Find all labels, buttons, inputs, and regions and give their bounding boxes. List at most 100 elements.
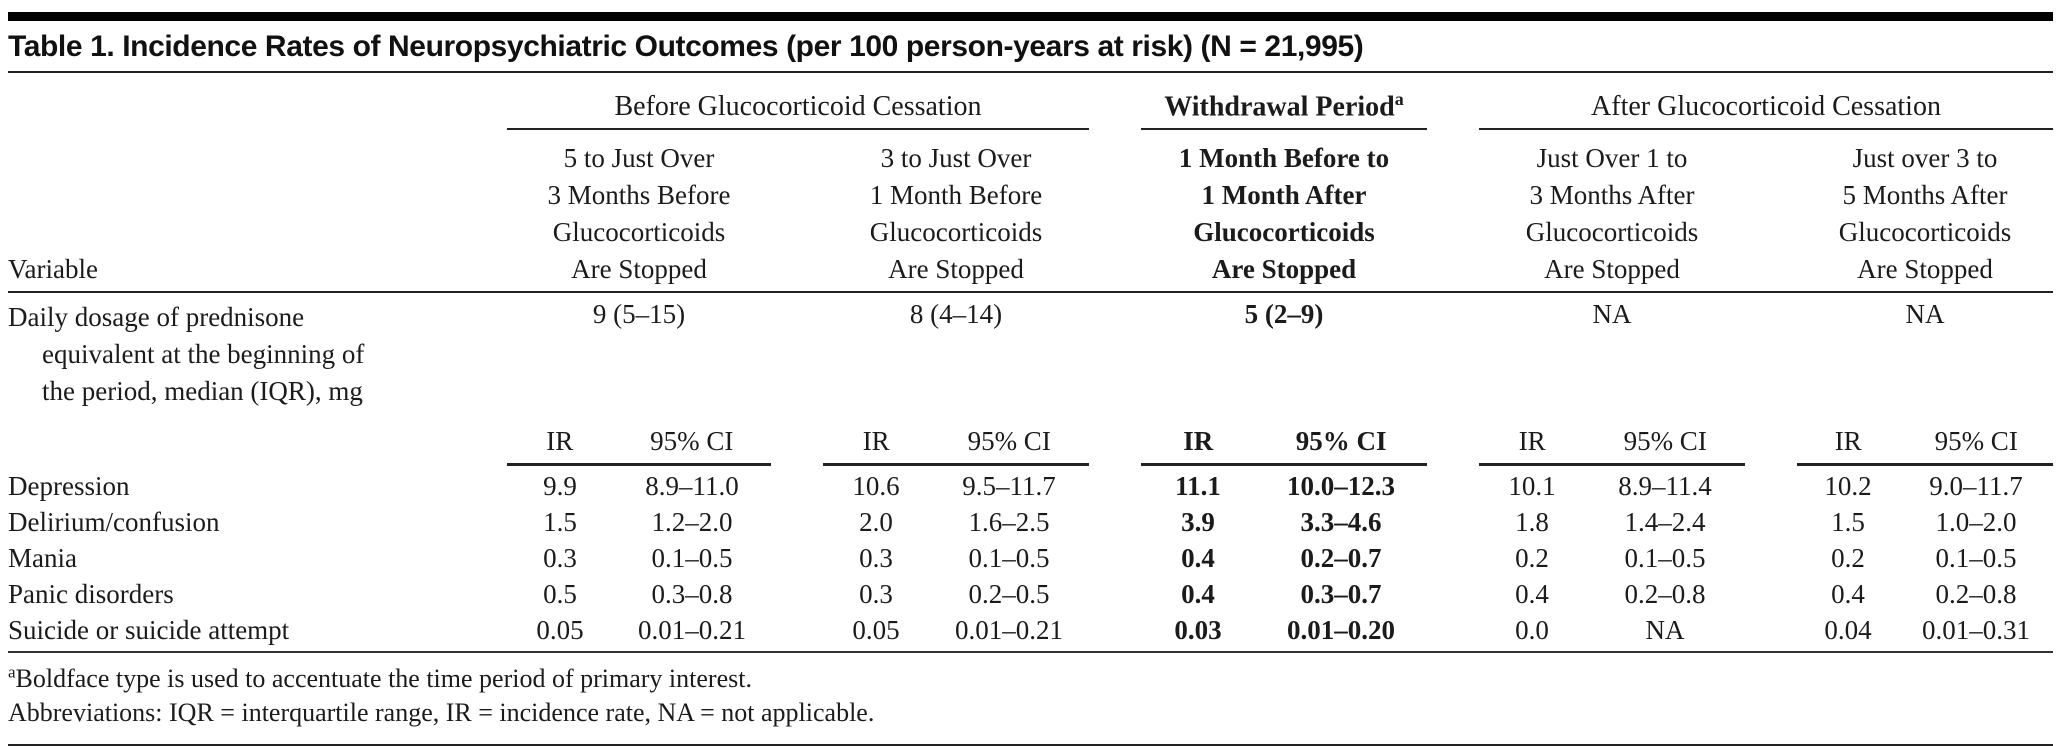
- period-header-withdrawal: 1 Month Before to 1 Month After Glucocor…: [1178, 143, 1390, 285]
- ir-value: 0.05: [536, 615, 584, 646]
- footnote-marker-a: a: [1394, 89, 1404, 109]
- ir-value: 0.2: [1831, 543, 1865, 574]
- ci-value: 0.3–0.8: [651, 579, 733, 610]
- ci-value: 9.0–11.7: [1929, 471, 2023, 502]
- ir-value-withdrawal: 0.03: [1174, 615, 1222, 646]
- ir-value: 1.8: [1515, 507, 1549, 538]
- ir-value: 9.9: [543, 471, 577, 502]
- dosage-row-label: Daily dosage of prednisone equivalent at…: [8, 302, 365, 407]
- ir-value: 2.0: [859, 507, 893, 538]
- ir-value-withdrawal: 0.4: [1181, 579, 1215, 610]
- ci-value: 1.4–2.4: [1624, 507, 1706, 538]
- ci-value: 8.9–11.4: [1618, 471, 1712, 502]
- stat-header-ci: 95% CI: [1623, 426, 1707, 457]
- ir-value-withdrawal: 11.1: [1175, 471, 1221, 502]
- period-header-4: Just Over 1 to 3 Months After Glucocorti…: [1525, 143, 1699, 285]
- ci-value: 0.01–0.31: [1922, 615, 2030, 646]
- footnote-a-marker: a: [8, 662, 16, 682]
- stat-header-pair-2: IR 95% CI: [823, 426, 1089, 467]
- ir-value: 0.3: [859, 543, 893, 574]
- stat-header-ci: 95% CI: [650, 426, 734, 457]
- ir-value-withdrawal: 0.4: [1181, 543, 1215, 574]
- table-title: Table 1. Incidence Rates of Neuropsychia…: [8, 30, 1364, 63]
- ci-value: 9.5–11.7: [962, 471, 1056, 502]
- stat-header-ir: IR: [1183, 426, 1214, 457]
- ci-value: 1.0–2.0: [1935, 507, 2017, 538]
- ir-value: 10.1: [1508, 471, 1556, 502]
- top-border-rule: [8, 12, 2053, 21]
- ci-value-withdrawal: 0.3–0.7: [1300, 579, 1382, 610]
- ir-value: 0.0: [1515, 615, 1549, 646]
- ci-value-withdrawal: 0.2–0.7: [1300, 543, 1382, 574]
- ci-value: 0.01–0.21: [955, 615, 1063, 646]
- row-label: Suicide or suicide attempt: [8, 615, 290, 646]
- ir-value: 0.4: [1515, 579, 1549, 610]
- ir-value: 0.5: [543, 579, 577, 610]
- header-divider-rule: [8, 291, 2053, 294]
- group-header-withdrawal-label: Withdrawal Period: [1164, 91, 1395, 123]
- ci-value-withdrawal: 10.0–12.3: [1287, 471, 1395, 502]
- dosage-value: 8 (4–14): [909, 299, 1003, 330]
- ir-value: 10.2: [1824, 471, 1872, 502]
- stat-header-pair-1: IR 95% CI: [507, 426, 771, 467]
- ir-value: 0.05: [852, 615, 900, 646]
- ir-value: 1.5: [543, 507, 577, 538]
- ci-value: 1.6–2.5: [968, 507, 1050, 538]
- group-header-withdrawal: Withdrawal Perioda: [1141, 89, 1427, 131]
- ir-value: 0.3: [543, 543, 577, 574]
- stat-header-pair-withdrawal: IR 95% CI: [1141, 426, 1427, 467]
- ci-value: 0.2–0.5: [968, 579, 1050, 610]
- stat-header-ir: IR: [1834, 426, 1862, 457]
- row-label: Delirium/confusion: [8, 507, 220, 538]
- stat-header-ir: IR: [546, 426, 574, 457]
- title-divider-rule: [8, 71, 2053, 73]
- period-header-1: 5 to Just Over 3 Months Before Glucocort…: [547, 143, 731, 285]
- ci-value: 0.01–0.21: [638, 615, 746, 646]
- table-bottom-rule: [8, 651, 2053, 654]
- ci-value: 0.1–0.5: [1935, 543, 2017, 574]
- stat-header-ci: 95% CI: [1295, 426, 1387, 457]
- variable-column-header: Variable: [8, 254, 98, 285]
- ci-value: 0.2–0.8: [1624, 579, 1706, 610]
- incidence-table: Before Glucocorticoid Cessation Withdraw…: [8, 89, 2053, 654]
- row-label: Depression: [8, 471, 130, 502]
- ir-value: 10.6: [852, 471, 900, 502]
- row-label: Panic disorders: [8, 579, 174, 610]
- stat-header-pair-5: IR 95% CI: [1797, 426, 2053, 467]
- bottom-border-rule: [8, 744, 2053, 746]
- ci-value: 8.9–11.0: [645, 471, 739, 502]
- ir-value: 0.04: [1824, 615, 1872, 646]
- ci-value: 0.1–0.5: [1624, 543, 1706, 574]
- ci-value: 0.2–0.8: [1935, 579, 2017, 610]
- footnotes: aBoldface type is used to accentuate the…: [8, 662, 2053, 730]
- dosage-value: NA: [1592, 299, 1632, 330]
- ir-value-withdrawal: 3.9: [1181, 507, 1215, 538]
- footnote-a-text: Boldface type is used to accentuate the …: [15, 664, 752, 694]
- dosage-value-withdrawal: 5 (2–9): [1244, 299, 1324, 330]
- ci-value: NA: [1645, 615, 1685, 646]
- ir-value: 0.2: [1515, 543, 1549, 574]
- footnote-a: aBoldface type is used to accentuate the…: [8, 662, 2053, 696]
- stat-header-ci: 95% CI: [1934, 426, 2018, 457]
- dosage-value: NA: [1905, 299, 1945, 330]
- ci-value-withdrawal: 0.01–0.20: [1287, 615, 1395, 646]
- ci-value: 0.1–0.5: [968, 543, 1050, 574]
- ci-value: 0.1–0.5: [651, 543, 733, 574]
- ir-value: 0.3: [859, 579, 893, 610]
- dosage-value: 9 (5–15): [592, 299, 686, 330]
- group-header-after: After Glucocorticoid Cessation: [1479, 91, 2053, 131]
- footnote-abbreviations: Abbreviations: IQR = interquartile range…: [8, 698, 875, 728]
- period-header-2: 3 to Just Over 1 Month Before Glucocorti…: [869, 143, 1043, 285]
- ci-value-withdrawal: 3.3–4.6: [1300, 507, 1382, 538]
- group-header-before: Before Glucocorticoid Cessation: [507, 91, 1089, 131]
- stat-header-pair-4: IR 95% CI: [1479, 426, 1745, 467]
- stat-header-ci: 95% CI: [967, 426, 1051, 457]
- period-header-5: Just over 3 to 5 Months After Glucocorti…: [1838, 143, 2012, 285]
- stat-header-ir: IR: [862, 426, 890, 457]
- ci-value: 1.2–2.0: [651, 507, 733, 538]
- ir-value: 0.4: [1831, 579, 1865, 610]
- row-label: Mania: [8, 543, 77, 574]
- stat-header-ir: IR: [1518, 426, 1546, 457]
- ir-value: 1.5: [1831, 507, 1865, 538]
